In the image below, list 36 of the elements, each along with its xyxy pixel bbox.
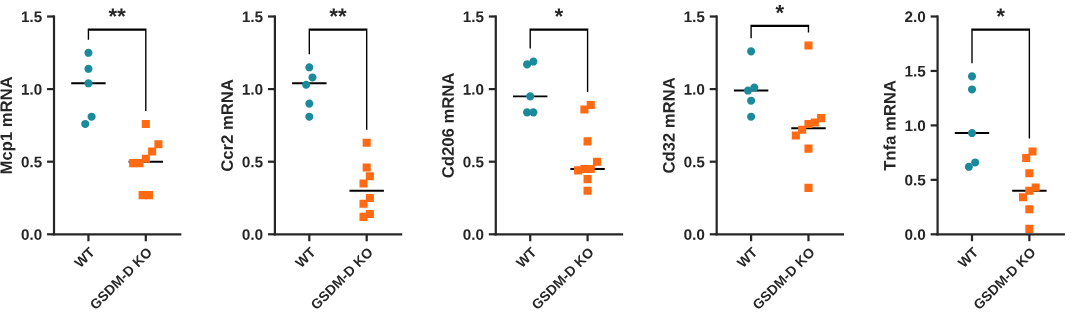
y-tick-label: 1.5 (905, 65, 926, 77)
y-tick-label: 2.0 (905, 11, 926, 23)
x-tick-label: WT (73, 246, 96, 269)
annotation: ** (108, 8, 126, 17)
y-tick-label: 0.5 (242, 156, 263, 168)
x-tick-label: WT (294, 246, 317, 269)
y-tick-label: 0.0 (242, 229, 263, 240)
y-axis-title: Mcp1 mRNA (0, 76, 16, 174)
y-tick-label: 1.0 (242, 83, 263, 95)
y-tick-label: 0.0 (463, 229, 484, 240)
y-tick-label: 1.0 (21, 83, 42, 95)
y-tick-label: 1.0 (463, 83, 484, 95)
y-tick-label: 0.0 (684, 229, 705, 240)
y-axis-title: Cd32 mRNA (662, 77, 675, 173)
y-tick-label: 1.0 (905, 120, 926, 132)
annotation: * (996, 8, 1005, 17)
y-axis-title: Ccr2 mRNA (221, 79, 233, 172)
y-tick-label: 0.5 (463, 156, 484, 168)
annotation: * (554, 8, 564, 17)
y-axis-title: Tnfa mRNA (883, 80, 896, 171)
y-tick-label: 0.5 (905, 174, 926, 186)
x-tick-label: WT (736, 246, 759, 269)
y-tick-label: 1.5 (684, 11, 705, 23)
y-tick-label: 1.0 (684, 83, 705, 95)
y-tick-label: 1.5 (21, 11, 42, 23)
y-tick-label: 1.5 (242, 11, 263, 23)
y-tick-label: 1.5 (463, 11, 484, 23)
annotation: ** (329, 8, 347, 17)
y-tick-label: 0.0 (905, 229, 926, 240)
x-tick-label: WT (957, 246, 980, 269)
text: * (775, 4, 785, 14)
x-tick-label: WT (515, 246, 538, 269)
y-tick-label: 0.0 (21, 229, 42, 240)
y-tick-label: 0.5 (684, 156, 705, 168)
y-tick-label: 0.5 (21, 156, 42, 168)
y-axis-title: Cd206 mRNA (441, 73, 454, 178)
